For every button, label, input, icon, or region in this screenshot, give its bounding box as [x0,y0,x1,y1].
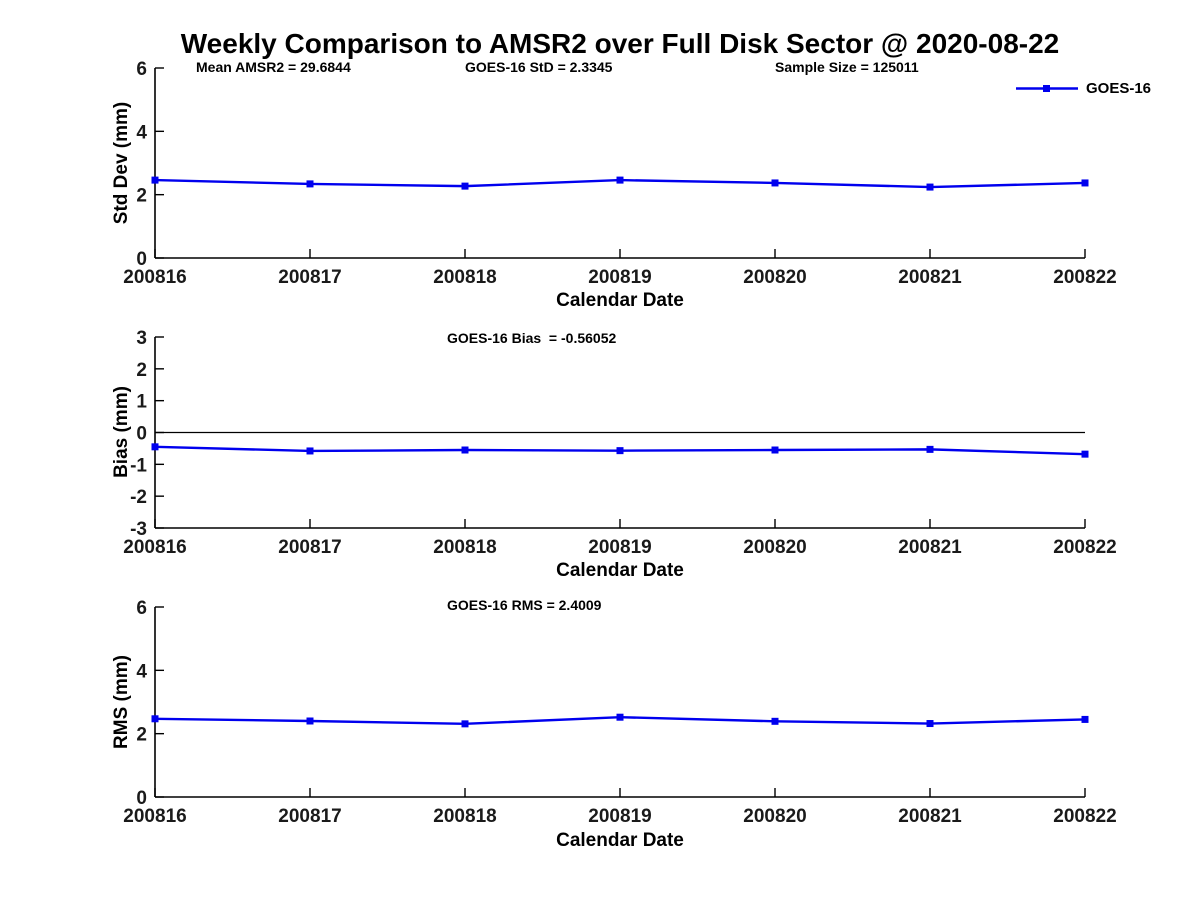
annotation-mean-amsr2: Mean AMSR2 = 29.6844 [196,59,351,75]
y-tick-label: -1 [130,455,147,476]
data-point [461,446,469,454]
y-tick-label: -3 [130,519,147,540]
legend-marker [1043,85,1050,92]
data-point [306,180,314,188]
x-tick-label: 200820 [743,267,806,288]
x-tick-label: 200819 [588,267,651,288]
x-tick-label: 200821 [898,806,962,827]
data-point [616,447,624,455]
data-point [771,446,779,454]
x-tick-label: 200819 [588,537,651,558]
y-tick-label: 0 [136,249,147,270]
data-point [771,717,779,725]
annotation-goes16-bias: GOES-16 Bias = -0.56052 [447,330,617,346]
y-tick-label: 3 [136,328,147,349]
y-tick-label: 1 [136,392,147,413]
x-tick-label: 200817 [278,267,341,288]
x-tick-label: 200822 [1053,806,1116,827]
x-tick-label: 200817 [278,806,341,827]
y-tick-label: 2 [136,725,147,746]
y-tick-label: 6 [136,598,147,619]
y-tick-label: 4 [136,122,147,143]
data-point [616,713,624,721]
x-tick-label: 200817 [278,537,341,558]
data-point [1081,715,1089,723]
x-tick-label: 200816 [123,267,186,288]
annotation-goes16-std: GOES-16 StD = 2.3345 [465,59,613,75]
data-point [306,447,314,455]
data-point [926,445,934,453]
figure-title: Weekly Comparison to AMSR2 over Full Dis… [180,28,1060,59]
y-tick-label: -2 [130,487,147,508]
annotation-sample-size: Sample Size = 125011 [775,59,919,75]
x-tick-label: 200816 [123,806,186,827]
y-axis-label-rms: RMS (mm) [111,655,132,749]
y-tick-label: 2 [136,360,147,381]
data-point [926,720,934,728]
data-point [616,176,624,184]
x-tick-label: 200819 [588,806,651,827]
data-point [461,182,469,190]
x-tick-label: 200816 [123,537,186,558]
chart-panel-bias: -3 -2 -1 0 1 2 3 200816 200817 200818 200819 200820… [123,328,1116,558]
y-axis-label-stddev: Std Dev (mm) [111,101,132,225]
x-tick-label: 200818 [433,537,496,558]
chart-panel-std: 0 2 4 6 200816 200817 200818 200819 200820 200821… [123,59,1116,288]
data-point [151,715,159,723]
y-tick-label: 0 [136,788,147,809]
y-tick-label: 6 [136,59,147,80]
y-tick-label: 4 [136,661,147,682]
data-point [1081,450,1089,458]
x-axis-label-stddev: Calendar Date [556,290,684,311]
x-tick-label: 200822 [1053,267,1116,288]
legend-line-marker-icon [1016,85,1078,92]
data-point [1081,179,1089,187]
x-axis-label-bias: Calendar Date [556,560,684,581]
data-point [771,179,779,187]
data-point [151,176,159,184]
x-tick-label: 200818 [433,806,496,827]
x-tick-label: 200821 [898,267,962,288]
x-tick-label: 200820 [743,537,806,558]
chart-panel-rms: 0 2 4 6 200816 200817 200818 200819 200820 200821… [123,598,1116,827]
data-point [306,717,314,725]
x-tick-label: 200820 [743,806,806,827]
data-point [461,720,469,728]
data-point [926,183,934,191]
legend-label: GOES-16 [1086,80,1152,97]
y-tick-label: 2 [136,186,147,207]
y-axis-label-bias: Bias (mm) [111,386,132,478]
x-tick-label: 200818 [433,267,496,288]
legend: GOES-16 [1015,80,1151,97]
y-tick-label: 0 [136,424,147,445]
annotation-goes16-rms: GOES-16 RMS = 2.4009 [447,597,602,613]
x-axis-label-rms: Calendar Date [556,830,684,851]
x-tick-label: 200821 [898,537,962,558]
data-point [151,443,159,451]
x-tick-label: 200822 [1053,537,1116,558]
